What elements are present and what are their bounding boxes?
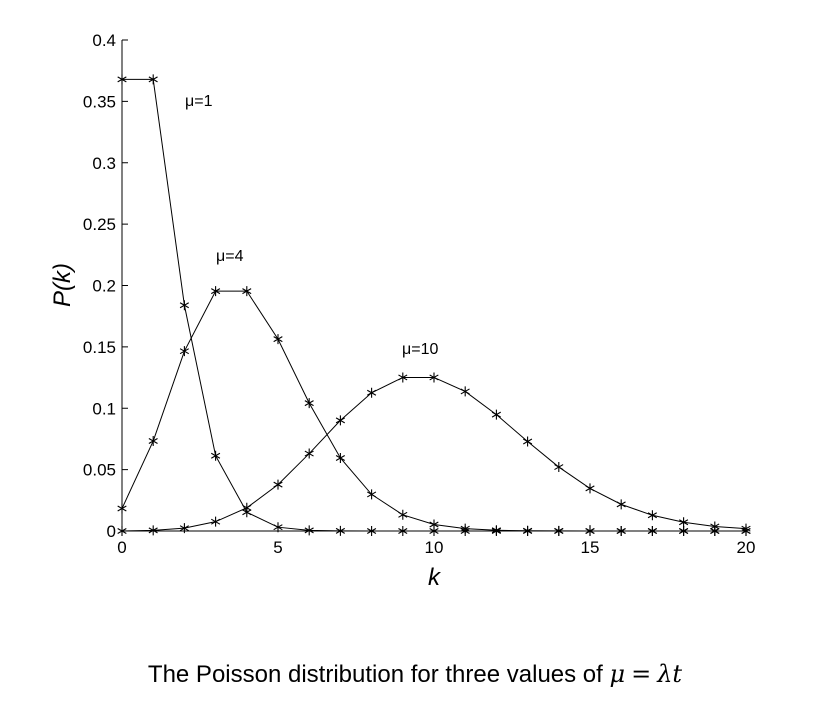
data-point-marker bbox=[148, 74, 158, 85]
data-point-marker bbox=[304, 448, 314, 459]
data-point-marker bbox=[741, 523, 751, 534]
y-tick-label: 0.15 bbox=[83, 338, 116, 357]
x-tick-label: 0 bbox=[117, 538, 126, 557]
data-point-marker bbox=[117, 503, 127, 514]
data-point-marker bbox=[335, 525, 346, 536]
series-line bbox=[121, 290, 746, 532]
x-tick-label: 15 bbox=[581, 538, 600, 557]
data-point-marker bbox=[273, 334, 283, 345]
data-point-marker bbox=[210, 286, 221, 297]
data-point-marker bbox=[585, 483, 595, 494]
y-tick-label: 0.3 bbox=[92, 154, 116, 173]
data-point-marker bbox=[210, 516, 221, 527]
data-point-marker bbox=[522, 436, 533, 447]
caption-formula: μ = λt bbox=[610, 660, 683, 688]
data-point-marker bbox=[304, 525, 314, 536]
data-point-marker bbox=[429, 519, 439, 530]
data-point-marker bbox=[710, 521, 720, 532]
data-point-marker bbox=[179, 523, 190, 534]
series-labels: μ=1 μ=4 μ=10 bbox=[185, 93, 438, 358]
data-point-marker bbox=[273, 479, 283, 490]
data-point-marker bbox=[179, 346, 190, 357]
data-point-marker bbox=[304, 398, 314, 409]
data-point-marker bbox=[273, 522, 283, 533]
poisson-chart: 0 5 10 15 20 0 0.05 0.1 0.15 0.2 0.25 0.3 0.35 0.4 μ=… bbox=[49, 31, 756, 591]
data-point-marker bbox=[242, 502, 252, 513]
series-label-mu-4: μ=4 bbox=[216, 248, 244, 265]
series-layer bbox=[117, 74, 751, 536]
caption-text: The Poisson distribution for three value… bbox=[147, 661, 603, 688]
figure-caption: The Poisson distribution for three value… bbox=[0, 660, 830, 689]
data-point-marker bbox=[429, 372, 439, 383]
data-point-marker bbox=[460, 523, 470, 534]
y-tick-label: 0 bbox=[107, 522, 116, 541]
data-point-marker bbox=[335, 415, 346, 426]
data-point-marker bbox=[117, 526, 127, 536]
y-tick-label: 0.4 bbox=[92, 31, 116, 50]
data-point-marker bbox=[522, 525, 533, 536]
data-point-marker bbox=[366, 387, 377, 398]
y-tick-label: 0.35 bbox=[83, 92, 116, 111]
x-axis-label: k bbox=[428, 564, 442, 591]
data-point-marker bbox=[366, 489, 377, 500]
data-point-marker bbox=[678, 526, 689, 536]
data-point-marker bbox=[366, 526, 377, 536]
data-point-marker bbox=[335, 452, 346, 463]
series-label-mu-1: μ=1 bbox=[185, 93, 213, 110]
data-point-marker bbox=[554, 462, 564, 473]
data-point-marker bbox=[491, 409, 502, 420]
y-tick-label: 0.2 bbox=[92, 277, 116, 296]
data-point-marker bbox=[678, 517, 689, 528]
x-tick-label: 10 bbox=[425, 538, 444, 557]
y-tick-label: 0.1 bbox=[92, 399, 116, 418]
data-point-marker bbox=[647, 510, 658, 521]
data-point-marker bbox=[179, 300, 190, 311]
y-axis-label: P(k) bbox=[49, 263, 76, 307]
data-point-marker bbox=[242, 286, 252, 297]
caption-mu: μ bbox=[609, 660, 626, 688]
data-point-marker bbox=[491, 525, 502, 536]
caption-lambda-t: λt bbox=[657, 660, 683, 688]
x-tick-label: 20 bbox=[737, 538, 756, 557]
data-point-marker bbox=[585, 526, 595, 536]
series-mu-1 bbox=[117, 74, 751, 536]
data-point-marker bbox=[460, 386, 470, 397]
data-point-marker bbox=[616, 526, 626, 536]
data-point-marker bbox=[647, 526, 658, 536]
series-mu-4 bbox=[117, 286, 751, 536]
y-tick-label: 0.05 bbox=[83, 461, 116, 480]
data-point-marker bbox=[398, 372, 408, 383]
x-tick-label: 5 bbox=[273, 538, 282, 557]
data-point-marker bbox=[398, 526, 408, 536]
caption-equals: = bbox=[631, 660, 652, 688]
data-point-marker bbox=[148, 436, 158, 447]
data-point-marker bbox=[616, 499, 626, 510]
data-point-marker bbox=[117, 74, 127, 85]
data-point-marker bbox=[398, 509, 408, 520]
data-point-marker bbox=[148, 525, 158, 536]
y-tick-label: 0.25 bbox=[83, 215, 116, 234]
series-mu-10 bbox=[117, 372, 751, 536]
data-point-marker bbox=[210, 450, 221, 461]
series-line bbox=[122, 78, 746, 532]
axes: 0 5 10 15 20 0 0.05 0.1 0.15 0.2 0.25 0.3 0.35 0.4 bbox=[83, 31, 756, 557]
data-point-marker bbox=[554, 525, 564, 536]
series-label-mu-10: μ=10 bbox=[402, 341, 438, 358]
